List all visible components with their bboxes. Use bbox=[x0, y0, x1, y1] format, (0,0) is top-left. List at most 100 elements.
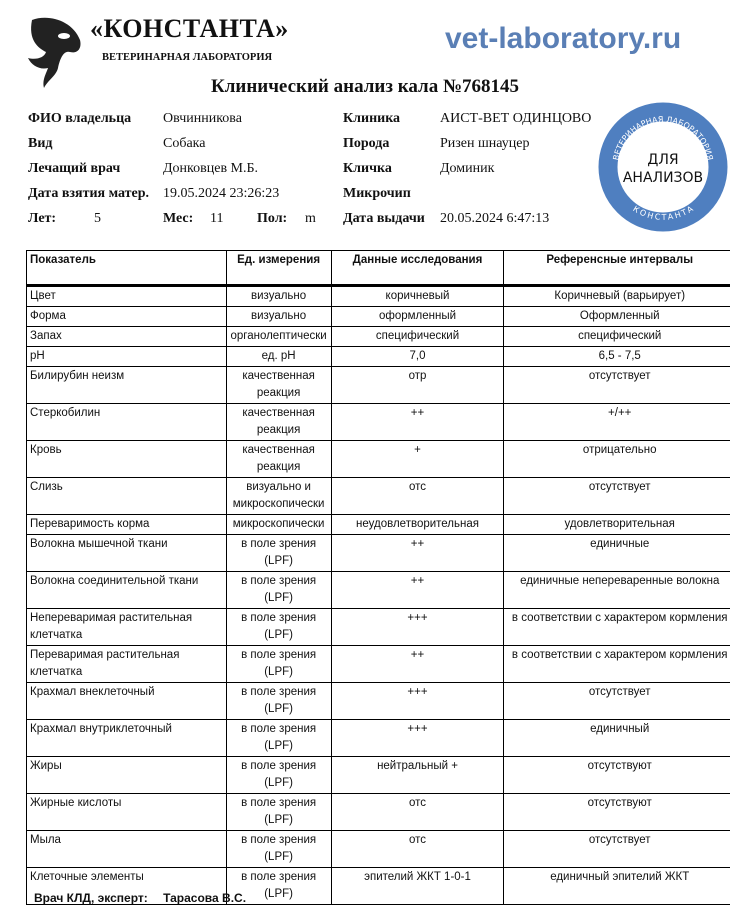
header-result: Данные исследования bbox=[330, 250, 505, 287]
chip-label: Микрочип bbox=[343, 186, 411, 201]
cell-result: отр bbox=[330, 366, 505, 404]
cell-unit: в поле зрения (LPF) bbox=[225, 534, 332, 572]
table-row: Непереваримая растительная клетчатка в по… bbox=[26, 608, 730, 646]
cell-indicator: Мыла bbox=[26, 830, 227, 868]
cell-result: коричневый bbox=[330, 285, 505, 307]
sex-label: Пол: bbox=[257, 211, 288, 226]
cell-result: +++ bbox=[330, 608, 505, 646]
footer-signature: Врач КЛД, эксперт: Тарасова В.С. bbox=[34, 891, 246, 905]
header-unit: Ед. измерения bbox=[225, 250, 332, 287]
cell-result: 7,0 bbox=[330, 346, 505, 367]
owner-value: Овчинникова bbox=[163, 111, 242, 126]
cell-reference: специфический bbox=[503, 326, 730, 347]
table-row: Стеркобилин качественная реакция ++ +/++ bbox=[26, 403, 730, 441]
cell-reference: единичный bbox=[503, 719, 730, 757]
cell-result: оформленный bbox=[330, 306, 505, 327]
results-table: Показатель Ед. измерения Данные исследов… bbox=[26, 250, 730, 905]
cell-reference: отсутствуют bbox=[503, 793, 730, 831]
table-row: Переваримая растительная клетчатка в поле… bbox=[26, 645, 730, 683]
cell-indicator: Волокна мышечной ткани bbox=[26, 534, 227, 572]
cell-unit: визуально и микроскопически bbox=[225, 477, 332, 515]
cell-result: +++ bbox=[330, 719, 505, 757]
cell-result: специфический bbox=[330, 326, 505, 347]
cell-indicator: Цвет bbox=[26, 285, 227, 307]
breed-value: Ризен шнауцер bbox=[440, 136, 530, 151]
cell-indicator: Жиры bbox=[26, 756, 227, 794]
cell-result: отс bbox=[330, 477, 505, 515]
cell-unit: органолептически bbox=[225, 326, 332, 347]
cell-result: эпителий ЖКТ 1-0-1 bbox=[330, 867, 505, 905]
table-row: Жиры в поле зрения (LPF) нейтральный + отсу… bbox=[26, 756, 730, 794]
cell-reference: Оформленный bbox=[503, 306, 730, 327]
cell-reference: удовлетворительная bbox=[503, 514, 730, 535]
months-value: 11 bbox=[210, 211, 224, 226]
cell-reference: единичный эпителий ЖКТ bbox=[503, 867, 730, 905]
cell-indicator: Билирубин неизм bbox=[26, 366, 227, 404]
years-value: 5 bbox=[94, 211, 101, 226]
table-row: Слизь визуально и микроскопически отс отсут… bbox=[26, 477, 730, 515]
cell-reference: отрицательно bbox=[503, 440, 730, 478]
table-row: Переваримость корма микроскопически неудов… bbox=[26, 514, 730, 535]
doctor-label: Лечащий врач bbox=[28, 161, 121, 176]
cell-indicator: Волокна соединительной ткани bbox=[26, 571, 227, 609]
cell-indicator: Форма bbox=[26, 306, 227, 327]
header-reference: Референсные интервалы bbox=[503, 250, 730, 287]
cell-result: ++ bbox=[330, 571, 505, 609]
sample-date-label: Дата взятия матер. bbox=[28, 186, 150, 201]
table-row: Волокна мышечной ткани в поле зрения (LPF… bbox=[26, 534, 730, 572]
cell-reference: Коричневый (варьирует) bbox=[503, 285, 730, 307]
issue-date-value: 20.05.2024 6:47:13 bbox=[440, 211, 550, 226]
cell-indicator: Клеточные элементы bbox=[26, 867, 227, 905]
breed-label: Порода bbox=[343, 136, 390, 151]
years-label: Лет: bbox=[28, 211, 57, 226]
cell-indicator: Жирные кислоты bbox=[26, 793, 227, 831]
table-row: Мыла в поле зрения (LPF) отс отсутствует bbox=[26, 830, 730, 868]
cell-reference: отсутствует bbox=[503, 366, 730, 404]
cell-unit: в поле зрения (LPF) bbox=[225, 756, 332, 794]
species-value: Собака bbox=[163, 136, 206, 151]
sex-value: m bbox=[305, 211, 316, 226]
cell-result: неудовлетворительная bbox=[330, 514, 505, 535]
table-row: Крахмал внутриклеточный в поле зрения (LP… bbox=[26, 719, 730, 757]
issue-date-label: Дата выдачи bbox=[343, 211, 425, 226]
cell-reference: единичные непереваренные волокна bbox=[503, 571, 730, 609]
cell-unit: ед. pH bbox=[225, 346, 332, 367]
cell-result: ++ bbox=[330, 534, 505, 572]
stamp-line1: ДЛЯ bbox=[647, 152, 678, 168]
cell-indicator: Кровь bbox=[26, 440, 227, 478]
header-indicator: Показатель bbox=[26, 250, 227, 287]
table-row: Билирубин неизм качественная реакция отр от… bbox=[26, 366, 730, 404]
stamp: ВЕТЕРИНАРНАЯ ЛАБОРАТОРИЯ КОНСТАНТА ДЛЯ А… bbox=[598, 102, 728, 232]
cell-indicator: Крахмал внеклеточный bbox=[26, 682, 227, 720]
stamp-line2: АНАЛИЗОВ bbox=[623, 170, 703, 186]
sample-date-value: 19.05.2024 23:26:23 bbox=[163, 186, 280, 201]
table-row: Цвет визуально коричневый Коричневый (варьи… bbox=[26, 285, 730, 307]
cell-unit: в поле зрения (LPF) bbox=[225, 645, 332, 683]
cell-result: ++ bbox=[330, 403, 505, 441]
cell-result: отс bbox=[330, 793, 505, 831]
cell-reference: отсутствует bbox=[503, 477, 730, 515]
brand-subtitle: ВЕТЕРИНАРНАЯ ЛАБОРАТОРИЯ bbox=[102, 52, 273, 63]
table-row: Кровь качественная реакция + отрицательно bbox=[26, 440, 730, 478]
cell-indicator: Стеркобилин bbox=[26, 403, 227, 441]
footer-name: Тарасова В.С. bbox=[163, 891, 247, 905]
species-label: Вид bbox=[28, 136, 53, 151]
cell-unit: в поле зрения (LPF) bbox=[225, 682, 332, 720]
cell-reference: +/++ bbox=[503, 403, 730, 441]
cell-indicator: Непереваримая растительная клетчатка bbox=[26, 608, 227, 646]
table-row: Жирные кислоты в поле зрения (LPF) отс отсу… bbox=[26, 793, 730, 831]
cell-unit: качественная реакция bbox=[225, 440, 332, 478]
cell-unit: качественная реакция bbox=[225, 403, 332, 441]
table-row: Крахмал внеклеточный в поле зрения (LPF) +… bbox=[26, 682, 730, 720]
doctor-value: Донковцев М.Б. bbox=[163, 161, 259, 176]
cell-unit: в поле зрения (LPF) bbox=[225, 719, 332, 757]
cell-unit: в поле зрения (LPF) bbox=[225, 571, 332, 609]
cell-result: ++ bbox=[330, 645, 505, 683]
cell-unit: микроскопически bbox=[225, 514, 332, 535]
cell-indicator: Переваримость корма bbox=[26, 514, 227, 535]
orca-logo-icon bbox=[28, 17, 81, 88]
cell-result: нейтральный + bbox=[330, 756, 505, 794]
pet-name-label: Кличка bbox=[343, 161, 392, 176]
cell-unit: в поле зрения (LPF) bbox=[225, 830, 332, 868]
cell-indicator: Запах bbox=[26, 326, 227, 347]
